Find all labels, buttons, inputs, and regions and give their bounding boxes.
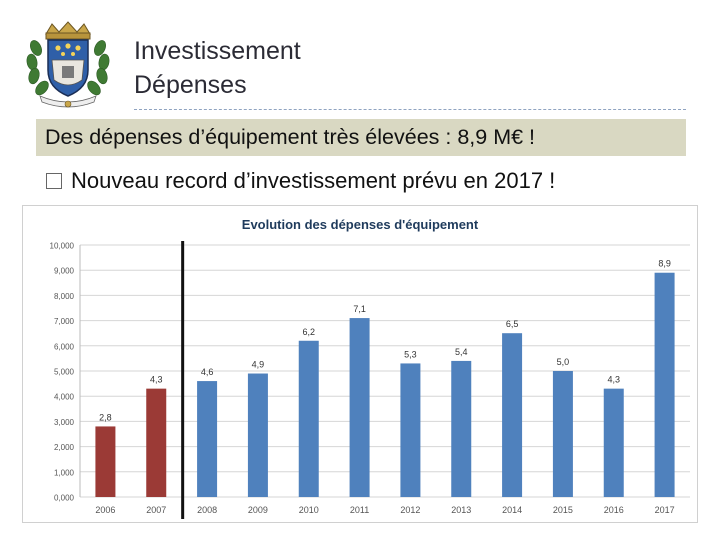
expenditure-bar-chart: Evolution des dépenses d'équipement 0,00… xyxy=(22,205,698,523)
chart-title: Evolution des dépenses d'équipement xyxy=(242,217,479,232)
y-tick-label: 3,000 xyxy=(54,418,75,427)
data-label: 4,9 xyxy=(252,360,265,370)
slide-title: Investissement Dépenses xyxy=(134,34,301,102)
coat-of-arms-icon xyxy=(22,20,114,110)
data-label: 4,3 xyxy=(150,375,163,385)
x-tick-label: 2017 xyxy=(655,505,675,515)
y-tick-label: 5,000 xyxy=(54,368,75,377)
y-axis-ticks: 0,000 1,000 2,000 3,000 4,000 5,000 6,000 7,000… xyxy=(50,242,81,503)
data-label: 2,8 xyxy=(99,412,112,422)
data-label: 4,3 xyxy=(607,375,620,385)
data-label: 4,6 xyxy=(201,367,214,377)
banner-text: Des dépenses d’équipement très élevées :… xyxy=(45,125,536,149)
bar-2008 xyxy=(197,381,218,497)
bar-2016 xyxy=(603,388,624,497)
bar-2013 xyxy=(451,360,472,497)
x-tick-label: 2006 xyxy=(95,505,115,515)
y-tick-label: 2,000 xyxy=(54,443,75,452)
bar-2006 xyxy=(95,426,116,497)
x-tick-label: 2009 xyxy=(248,505,268,515)
data-label: 6,5 xyxy=(506,319,519,329)
title-line-1: Investissement xyxy=(134,37,301,65)
x-tick-label: 2011 xyxy=(350,505,369,515)
data-label: 5,3 xyxy=(404,349,417,359)
x-tick-label: 2014 xyxy=(502,505,522,515)
bullet-item: Nouveau record d’investissement prévu en… xyxy=(46,168,555,194)
bar-2011 xyxy=(349,318,370,497)
bar-2010 xyxy=(298,340,319,497)
data-label: 7,1 xyxy=(353,304,366,314)
y-tick-label: 8,000 xyxy=(54,292,75,301)
bars xyxy=(95,272,675,497)
x-tick-label: 2016 xyxy=(604,505,624,515)
title-divider xyxy=(134,109,686,110)
x-tick-label: 2007 xyxy=(146,505,166,515)
bar-2007 xyxy=(146,388,167,497)
y-tick-label: 4,000 xyxy=(54,393,75,402)
y-tick-label: 10,000 xyxy=(50,242,75,251)
data-label: 6,2 xyxy=(302,327,315,337)
x-tick-label: 2008 xyxy=(197,505,217,515)
x-tick-label: 2015 xyxy=(553,505,573,515)
headline-banner: Des dépenses d’équipement très élevées :… xyxy=(36,119,686,156)
bar-2014 xyxy=(502,333,523,497)
bar-2017 xyxy=(654,272,675,497)
y-tick-label: 1,000 xyxy=(54,468,75,477)
x-tick-label: 2010 xyxy=(299,505,319,515)
bullet-checkbox-icon xyxy=(46,173,62,189)
bar-2012 xyxy=(400,363,421,497)
y-tick-label: 7,000 xyxy=(54,317,75,326)
data-label: 8,9 xyxy=(658,259,671,269)
bar-2009 xyxy=(247,373,268,497)
x-axis-ticks: 2006 2007 2008 2009 2010 2011 2012 2013 2014 2015… xyxy=(95,505,674,515)
bar-2015 xyxy=(552,371,573,497)
y-tick-label: 0,000 xyxy=(54,494,75,503)
data-label: 5,0 xyxy=(557,357,570,367)
data-labels: 2,8 4,3 4,6 4,9 6,2 7,1 5,3 5,4 6,5 5,0 4,3 8,9 xyxy=(99,259,671,423)
y-tick-label: 6,000 xyxy=(54,342,75,351)
x-tick-label: 2012 xyxy=(400,505,420,515)
x-tick-label: 2013 xyxy=(451,505,471,515)
y-tick-label: 9,000 xyxy=(54,267,75,276)
title-line-2: Dépenses xyxy=(134,71,247,99)
bullet-text: Nouveau record d’investissement prévu en… xyxy=(71,168,556,193)
data-label: 5,4 xyxy=(455,347,468,357)
